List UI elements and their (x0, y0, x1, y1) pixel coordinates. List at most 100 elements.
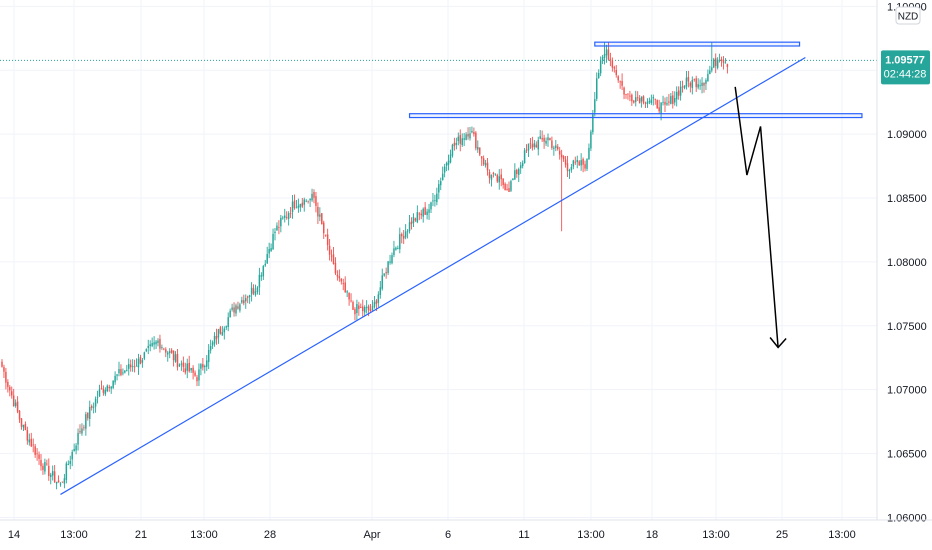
candle-body (260, 275, 263, 277)
x-tick-label: 14 (8, 529, 20, 541)
candle-body (71, 451, 73, 460)
candle-body (500, 174, 502, 180)
candle-body (110, 386, 112, 389)
x-tick-label: 13:00 (60, 529, 88, 541)
candle-body (650, 99, 653, 104)
candle-body (523, 150, 526, 164)
candle-body (648, 101, 651, 103)
candle-body (588, 147, 590, 159)
candle-body (48, 465, 50, 477)
candle-body (535, 144, 538, 148)
candle-body (615, 69, 617, 76)
candle-body (482, 158, 485, 165)
candle-body (147, 345, 149, 348)
candle-body (285, 216, 288, 218)
candle-body (603, 53, 606, 58)
candle-body (426, 211, 428, 215)
candle-body (141, 360, 144, 363)
candle-body (617, 76, 619, 81)
candle-body (449, 154, 452, 163)
candle-body (459, 135, 461, 144)
candle-body (323, 222, 325, 234)
candle-body (599, 60, 602, 74)
currency-text: NZD (898, 12, 919, 23)
candle-body (227, 317, 229, 328)
candle-body (529, 142, 532, 144)
candle-body (264, 263, 266, 266)
candle-body (254, 291, 257, 295)
candle-body (451, 144, 454, 156)
y-tick-label: 1.06000 (887, 512, 927, 524)
candle-body (687, 77, 690, 82)
candle-body (570, 166, 573, 170)
candle-body (3, 367, 5, 372)
candle-body (685, 77, 688, 87)
candle-body (436, 193, 438, 203)
candle-body (619, 81, 621, 83)
candle-body (660, 102, 662, 113)
candle-body (100, 388, 103, 389)
candle-body (149, 344, 151, 347)
time-axis[interactable]: 14 13:00 21 13:00 28 Apr 6 11 13:00 18 13:00 25 13:0… (0, 519, 932, 541)
candle-body (139, 356, 142, 364)
candle-body (229, 310, 231, 318)
candle-body (155, 341, 157, 345)
candle-body (67, 464, 70, 465)
candle-body (239, 304, 241, 311)
candle-body (126, 369, 128, 371)
y-tick-label: 1.08500 (887, 193, 927, 205)
candle-body (204, 366, 206, 368)
candle-body (644, 102, 647, 104)
candle-body (455, 142, 458, 145)
candle-body (311, 193, 313, 201)
candle-body (539, 136, 541, 139)
candle-body (551, 140, 553, 148)
candle-body (112, 380, 114, 388)
candle-body (51, 471, 54, 476)
candle-body (498, 176, 500, 183)
candle-body (578, 161, 580, 166)
candle-body (20, 418, 23, 427)
candle-body (385, 272, 387, 274)
candle-body (586, 159, 588, 169)
candle-body (576, 159, 578, 163)
candle-body (672, 95, 674, 104)
candle-body (410, 221, 413, 225)
candle-body (502, 178, 504, 185)
candle-body (666, 103, 668, 105)
candle-body (26, 430, 29, 441)
candle-body (377, 294, 380, 303)
drawings[interactable] (60, 41, 863, 495)
candle-body (309, 198, 311, 201)
candle-body (597, 73, 600, 78)
candle-body (184, 368, 187, 373)
candle-body (360, 307, 362, 308)
y-tick-label: 1.08000 (887, 257, 927, 269)
candle-body (206, 360, 208, 367)
candle-body (713, 59, 715, 68)
candle-body (350, 300, 352, 302)
candle-body (418, 213, 421, 215)
grid (0, 0, 877, 520)
x-tick-label: 13:00 (190, 529, 218, 541)
candle-body (558, 150, 561, 155)
candle-body (574, 161, 577, 163)
candle-body (473, 131, 475, 135)
candle-body (504, 183, 506, 191)
candle-body (16, 401, 19, 412)
candle-body (465, 134, 467, 140)
candle-body (461, 138, 463, 145)
candle-body (510, 181, 512, 191)
candle-body (85, 414, 87, 429)
candle-body (326, 234, 329, 246)
candle-body (245, 298, 247, 302)
candle-body (328, 245, 331, 255)
candle-body (53, 471, 56, 483)
candle-body (182, 362, 185, 367)
candle-body (243, 300, 245, 304)
candle-body (61, 481, 64, 483)
candle-body (102, 388, 105, 393)
currency-label[interactable]: NZD (895, 6, 921, 25)
candle-body (568, 169, 571, 172)
